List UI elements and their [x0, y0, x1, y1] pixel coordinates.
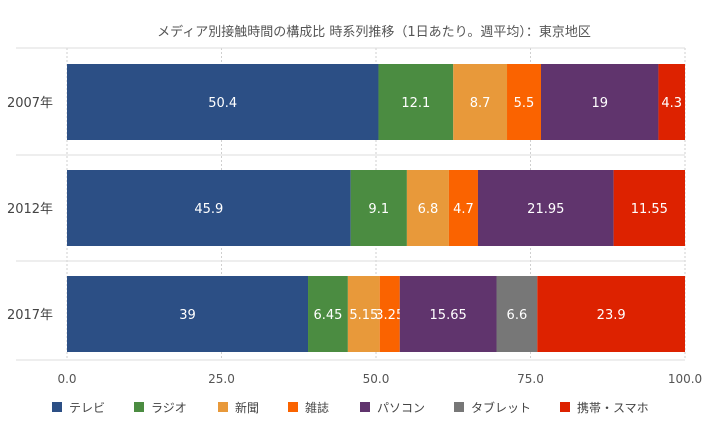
legend-label: テレビ: [69, 401, 105, 415]
x-tick-label: 0.0: [57, 372, 76, 386]
data-label: 3.25: [375, 308, 404, 323]
legend-swatch: [134, 402, 144, 412]
data-label: 4.7: [453, 202, 474, 217]
data-label: 21.95: [527, 202, 564, 217]
bar-segment: [658, 64, 685, 140]
legend-swatch: [288, 402, 298, 412]
category-label: 2007年: [7, 96, 53, 111]
data-label: 6.45: [313, 308, 342, 323]
bar-segment: [613, 170, 685, 246]
bar-segment: [406, 170, 449, 246]
bar-segment: [67, 64, 379, 140]
data-label: 6.8: [418, 202, 439, 217]
bars: 50.4 12.1 8.7 5.5 19 4.3 45.9 9.1 6.8 4.7 21.95 11.…: [67, 64, 685, 352]
data-label: 5.15: [349, 308, 378, 323]
bar-segment: [350, 170, 407, 246]
bar-segment: [477, 170, 614, 246]
data-label: 12.1: [401, 96, 430, 111]
legend-swatch: [360, 402, 370, 412]
legend: テレビ ラジオ 新聞 雑誌 パソコン タブレット 携帯・スマホ: [52, 400, 649, 415]
legend-label: タブレット: [471, 400, 531, 415]
bar-segment: [67, 170, 351, 246]
legend-label: ラジオ: [151, 401, 187, 415]
category-label: 2012年: [7, 202, 53, 217]
bar-segment: [537, 276, 685, 352]
bar-segment: [496, 276, 538, 352]
bar-segment: [399, 276, 497, 352]
x-tick-label: 25.0: [208, 372, 235, 386]
data-label: 9.1: [368, 202, 389, 217]
x-tick-label: 75.0: [517, 372, 544, 386]
data-label: 8.7: [470, 96, 491, 111]
bar-segment: [379, 276, 400, 352]
bar-segment: [347, 276, 380, 352]
bar-segment: [308, 276, 348, 352]
data-label: 45.9: [194, 202, 223, 217]
category-label: 2017年: [7, 308, 53, 323]
legend-swatch: [218, 402, 228, 412]
chart-title: メディア別接触時間の構成比 時系列推移（1日あたり。週平均）：東京地区: [157, 24, 591, 40]
bar-segment: [507, 64, 542, 140]
bar-segment: [67, 276, 309, 352]
data-label: 23.9: [597, 308, 626, 323]
data-label: 50.4: [208, 96, 237, 111]
bar-segment: [453, 64, 508, 140]
data-label: 39: [179, 308, 196, 323]
data-label: 11.55: [631, 202, 668, 217]
axes: 2007年 2012年 2017年 0.0 25.0 50.0 75.0 100.0: [7, 96, 702, 386]
legend-label: パソコン: [377, 401, 425, 415]
x-tick-label: 50.0: [363, 372, 390, 386]
data-label: 6.6: [507, 308, 528, 323]
legend-swatch: [560, 402, 570, 412]
data-label: 15.65: [430, 308, 467, 323]
legend-label: 雑誌: [305, 400, 329, 415]
legend-label: 新聞: [235, 400, 259, 415]
bar-segment: [378, 64, 454, 140]
bar-segment: [448, 170, 478, 246]
x-tick-label: 100.0: [668, 372, 702, 386]
legend-swatch: [52, 402, 62, 412]
bar-segment: [541, 64, 659, 140]
data-label: 19: [591, 96, 608, 111]
data-label: 5.5: [514, 96, 535, 111]
legend-swatch: [454, 402, 464, 412]
legend-label: 携帯・スマホ: [577, 400, 649, 415]
data-label: 4.3: [661, 96, 682, 111]
